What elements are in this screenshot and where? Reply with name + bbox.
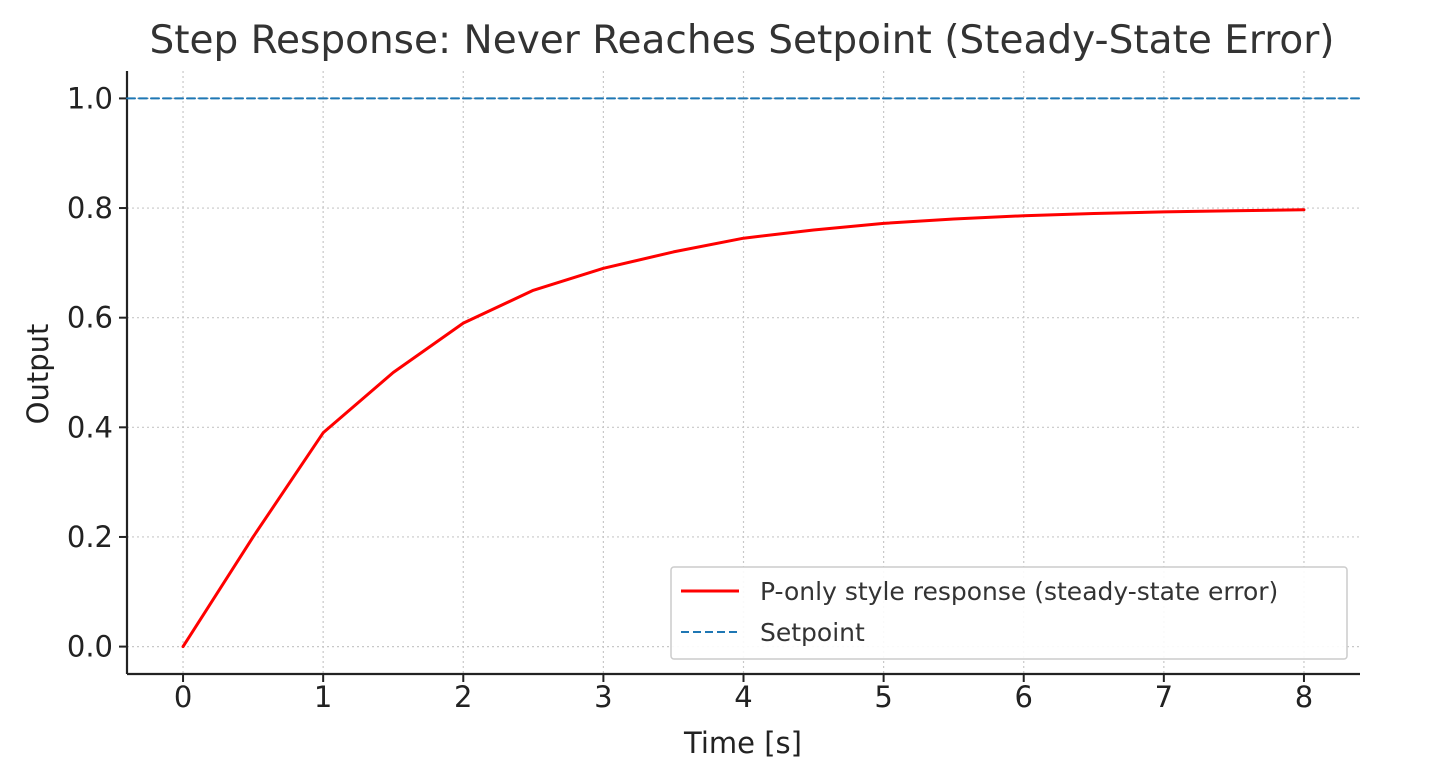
y-axis-label: Output — [21, 324, 55, 425]
legend-box — [670, 566, 1348, 660]
legend-response-label: P-only style response (steady-state erro… — [760, 577, 1278, 606]
ticks: 0 1 2 3 4 5 6 7 8 0.0 0.2 0.4 0.6 0.8 1.0 — [67, 81, 1313, 714]
x-tick-label: 3 — [594, 680, 612, 714]
y-tick-label: 1.0 — [67, 81, 113, 115]
x-tick-label: 7 — [1155, 680, 1173, 714]
legend-setpoint-label: Setpoint — [760, 618, 865, 647]
x-tick-label: 6 — [1015, 680, 1033, 714]
x-tick-label: 1 — [314, 680, 332, 714]
chart-title: Step Response: Never Reaches Setpoint (S… — [149, 18, 1334, 63]
x-tick-label: 4 — [734, 680, 752, 714]
series — [126, 97, 1361, 649]
x-tick-label: 8 — [1295, 680, 1313, 714]
x-axis-label: Time [s] — [683, 726, 802, 760]
x-tick-label: 0 — [174, 680, 192, 714]
y-tick-label: 0.4 — [67, 410, 113, 444]
y-tick-label: 0.0 — [67, 630, 113, 664]
y-tick-label: 0.8 — [67, 191, 113, 225]
y-tick-label: 0.6 — [67, 301, 113, 335]
x-tick-label: 5 — [874, 680, 892, 714]
x-tick-label: 2 — [454, 680, 472, 714]
response-line — [181, 208, 1306, 649]
legend: P-only style response (steady-state erro… — [670, 566, 1348, 660]
y-tick-label: 0.2 — [67, 520, 113, 554]
